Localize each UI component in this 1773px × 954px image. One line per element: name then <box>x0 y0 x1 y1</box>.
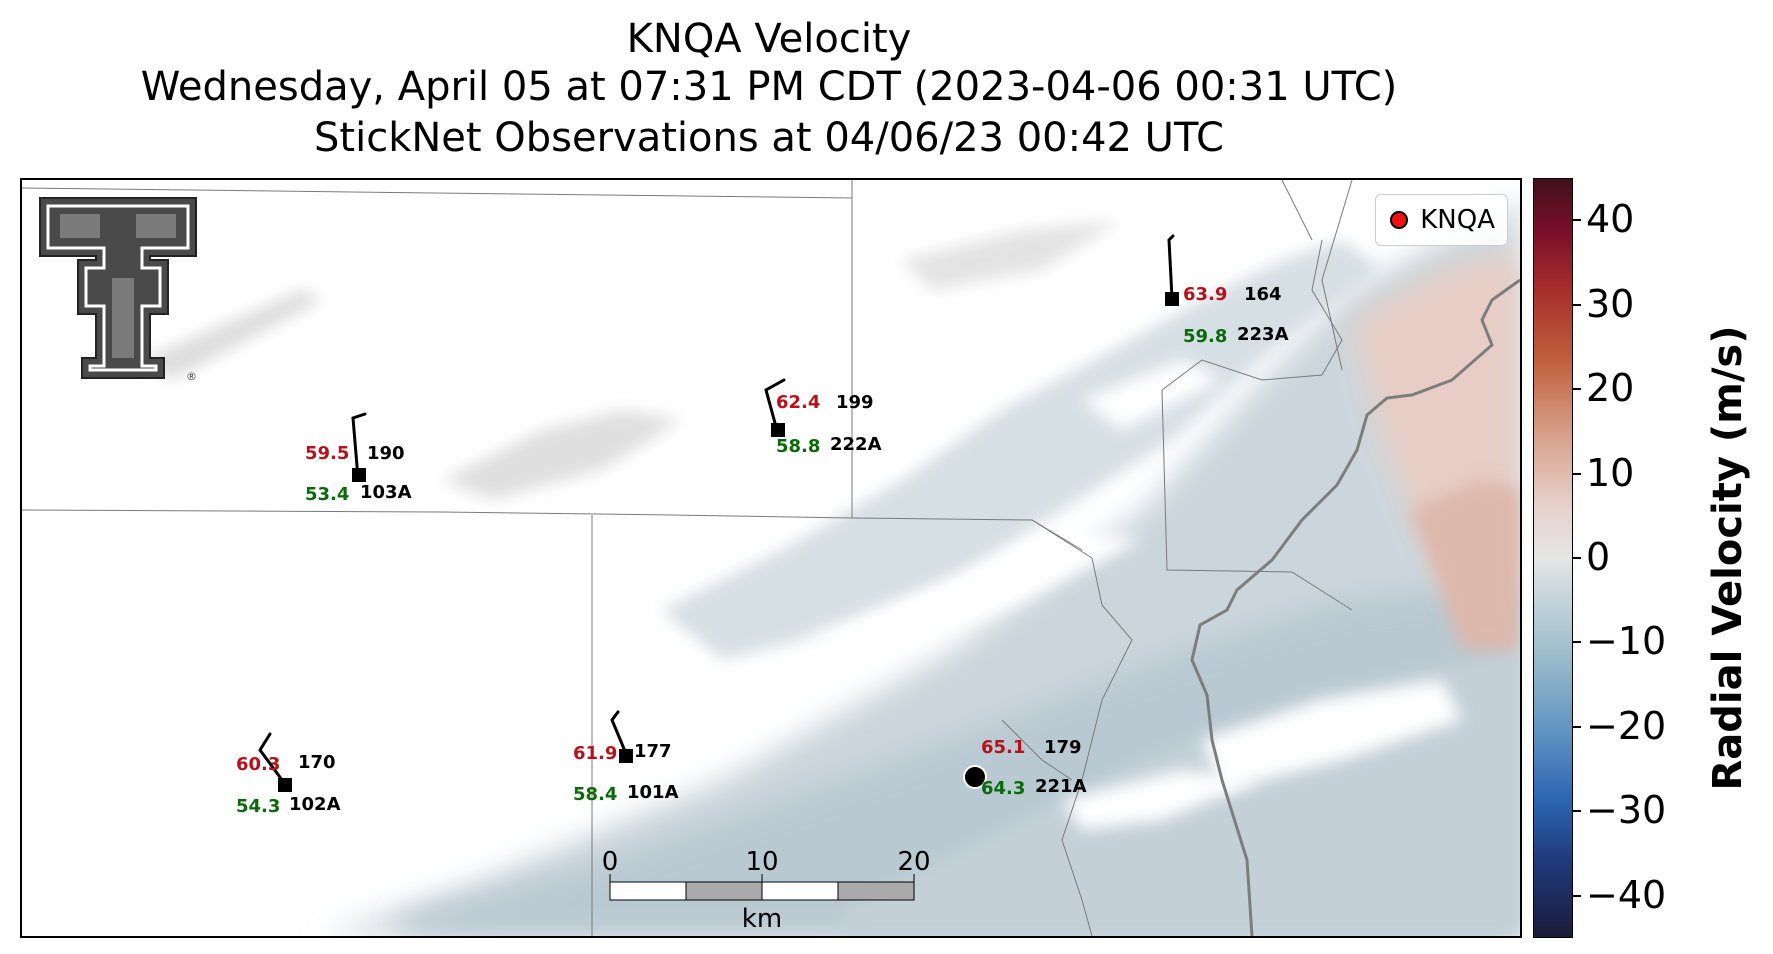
station-temp: 61.9 <box>573 743 617 764</box>
station-marker-103A <box>352 468 366 482</box>
colorbar-tick-label: 20 <box>1586 366 1635 411</box>
colorbar <box>1533 178 1573 938</box>
station-dewpoint: 53.4 <box>305 484 349 505</box>
station-temp: 65.1 <box>981 737 1025 758</box>
station-marker-222A <box>771 423 785 437</box>
chart-subtitle-time: Wednesday, April 05 at 07:31 PM CDT (202… <box>140 64 1398 110</box>
station-labels: 59.5 190 53.4 103A 62.4 199 58.8 222A 63… <box>236 284 1289 817</box>
colorbar-tick-label: −10 <box>1586 619 1667 664</box>
map-legend: KNQA <box>1375 194 1508 246</box>
station-temp: 62.4 <box>776 392 820 413</box>
station-marker-223A <box>1165 292 1179 306</box>
colorbar-tick-mark <box>1573 388 1581 391</box>
station-dewpoint: 58.8 <box>776 436 820 457</box>
knqa-radar-site-marker <box>963 765 987 789</box>
station-id: 102A <box>289 794 341 815</box>
station-pressure: 177 <box>634 741 672 762</box>
colorbar-tick-label: −40 <box>1586 872 1667 917</box>
colorbar-tick-label: −20 <box>1586 703 1667 748</box>
logo-registered-mark: ® <box>186 370 197 383</box>
colorbar-tick-mark <box>1573 303 1581 306</box>
station-marker-102A <box>278 778 292 792</box>
scale-bar: 0 10 20 km <box>602 847 931 934</box>
station-temp: 59.5 <box>305 443 349 464</box>
station-pressure: 170 <box>298 752 336 773</box>
station-markers <box>278 292 1179 792</box>
radar-map-canvas: 59.5 190 53.4 103A 62.4 199 58.8 222A 63… <box>22 180 1520 936</box>
colorbar-tick-mark <box>1573 641 1581 644</box>
station-pressure: 190 <box>367 443 405 464</box>
colorbar-tick-label: −30 <box>1586 788 1667 833</box>
station-temp: 60.3 <box>236 754 280 775</box>
colorbar-tick-label: 10 <box>1586 450 1635 495</box>
colorbar-label: Radial Velocity (m/s) <box>1705 325 1751 791</box>
colorbar-tick-mark <box>1573 894 1581 897</box>
colorbar-tick-mark <box>1573 219 1581 222</box>
state-boundary <box>1190 278 1520 936</box>
station-marker-101A <box>619 749 633 763</box>
wind-barb-102A <box>258 732 287 786</box>
scale-label-20: 20 <box>897 847 930 877</box>
wind-barb-101A <box>610 710 629 758</box>
colorbar-tick-label: 30 <box>1586 281 1635 326</box>
station-id: 223A <box>1237 324 1289 345</box>
station-temp: 63.9 <box>1183 284 1227 305</box>
texas-tech-double-t-logo: ® <box>39 197 197 383</box>
wind-barb-223A <box>1167 234 1175 300</box>
legend-label: KNQA <box>1420 205 1495 235</box>
chart-subtitle-observations: StickNet Observations at 04/06/23 00:42 … <box>314 115 1224 161</box>
station-dewpoint: 64.3 <box>981 778 1025 799</box>
station-id: 221A <box>1035 776 1087 797</box>
colorbar-tick-mark <box>1573 557 1581 559</box>
scale-unit: km <box>742 904 782 934</box>
colorbar-tick-label: 0 <box>1586 535 1611 579</box>
colorbar-tick-label: 40 <box>1586 197 1635 242</box>
station-dewpoint: 54.3 <box>236 796 280 817</box>
scale-label-0: 0 <box>602 847 619 877</box>
wind-barbs <box>258 234 1175 786</box>
velocity-field <box>142 200 1520 936</box>
knqa-legend-marker-icon <box>1390 211 1409 229</box>
station-id: 103A <box>360 482 412 503</box>
colorbar-tick-mark <box>1573 725 1581 728</box>
station-pressure: 179 <box>1044 737 1082 758</box>
radar-map[interactable]: 59.5 190 53.4 103A 62.4 199 58.8 222A 63… <box>20 178 1522 938</box>
wind-barb-103A <box>351 412 367 480</box>
wind-barb-222A <box>764 378 786 436</box>
chart-title: KNQA Velocity <box>626 16 912 62</box>
station-dewpoint: 59.8 <box>1183 326 1227 347</box>
colorbar-tick-mark <box>1573 810 1581 813</box>
colorbar-tick-mark <box>1573 472 1581 475</box>
station-id: 101A <box>627 782 679 803</box>
station-id: 222A <box>830 434 882 455</box>
county-boundaries <box>22 180 1353 936</box>
station-pressure: 164 <box>1244 284 1282 305</box>
scale-label-10: 10 <box>745 847 778 877</box>
station-dewpoint: 58.4 <box>573 784 617 805</box>
station-pressure: 199 <box>836 392 874 413</box>
